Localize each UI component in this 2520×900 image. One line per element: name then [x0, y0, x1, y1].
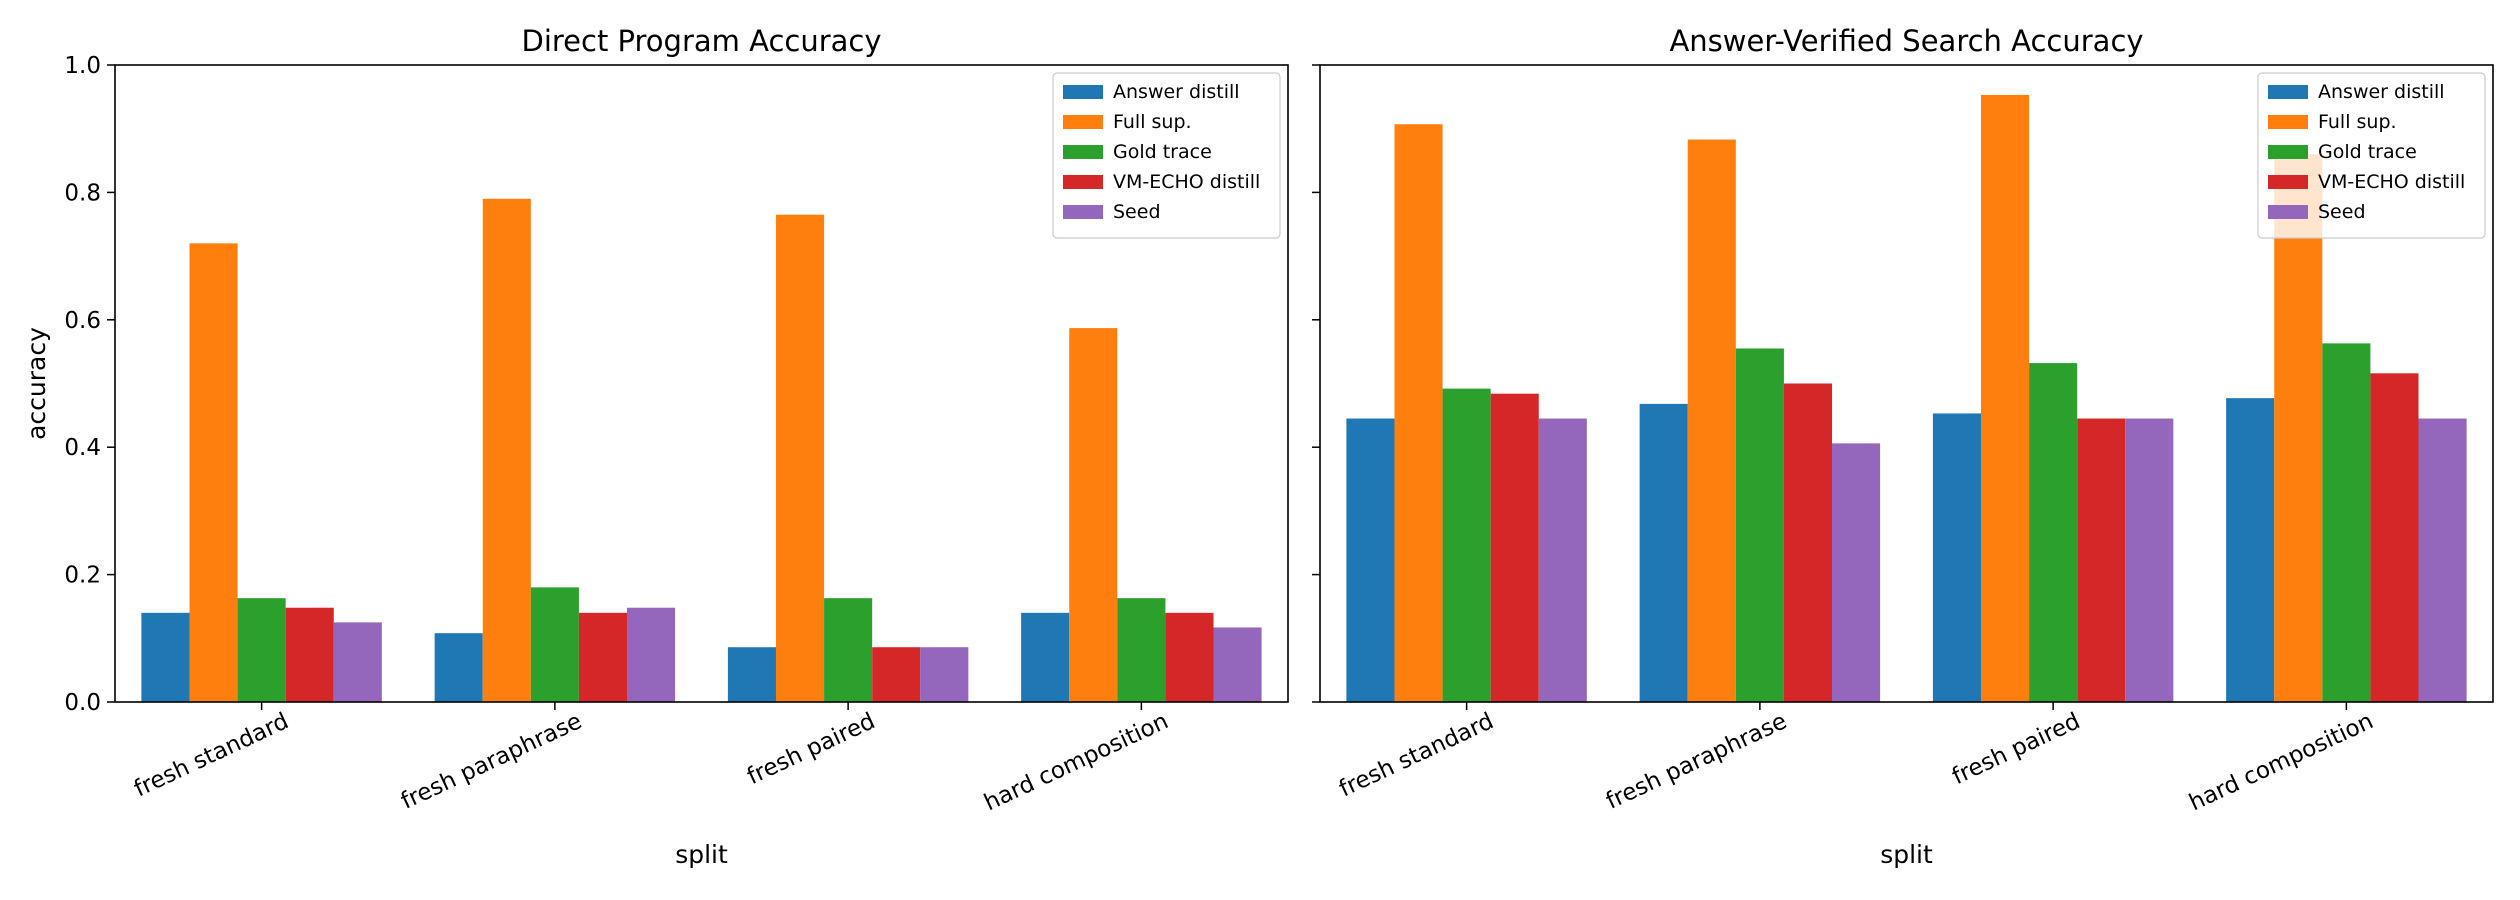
series-vm-echo-distill	[285, 607, 1214, 702]
x-axis-label: split	[675, 840, 728, 869]
legend-swatch	[1063, 115, 1103, 129]
bar	[1639, 403, 1688, 702]
bar	[2226, 398, 2275, 702]
bar	[285, 607, 334, 702]
legend-label: Seed	[2318, 201, 2366, 223]
y-tick-label: 0.8	[64, 180, 101, 206]
bar	[1213, 627, 1262, 702]
legend-label: Full sup.	[1113, 111, 1192, 133]
bar	[1687, 139, 1736, 702]
bar	[2418, 418, 2467, 702]
legend-swatch	[2268, 145, 2308, 159]
legend-swatch	[1063, 85, 1103, 99]
bar	[2370, 373, 2419, 702]
bar	[1442, 388, 1491, 702]
bar	[1783, 383, 1833, 702]
bar	[872, 647, 921, 702]
axes-frame	[114, 64, 1289, 703]
y-axis-label: accuracy	[22, 327, 51, 440]
series-vm-echo-distill	[1490, 373, 2419, 702]
bar	[237, 598, 286, 702]
bar	[1832, 443, 1881, 702]
y-tick-label: 1.0	[64, 53, 101, 79]
bar	[530, 587, 579, 702]
legend-swatch	[2268, 115, 2308, 129]
legend-box	[2257, 72, 2486, 239]
bar	[434, 633, 483, 702]
bar	[1346, 418, 1395, 702]
series-seed	[333, 607, 1262, 703]
bar	[1021, 612, 1070, 702]
y-tick-label: 0.2	[64, 563, 101, 589]
series-answer-distill	[1346, 398, 2275, 702]
legend-swatch	[2268, 175, 2308, 189]
bar	[189, 243, 238, 703]
legend-swatch	[2268, 85, 2308, 99]
legend-label: Gold trace	[1113, 141, 1212, 163]
bar	[775, 214, 825, 702]
bar	[1165, 612, 1214, 702]
bar	[1069, 328, 1118, 702]
legend-swatch	[1063, 145, 1103, 159]
series-seed	[1538, 418, 2467, 702]
chart-title: Answer-Verified Search Accuracy	[1669, 24, 2143, 58]
series-gold-trace	[1442, 343, 2371, 702]
legend-label: VM-ECHO distill	[1113, 171, 1260, 193]
bar	[2077, 418, 2126, 702]
series-answer-distill	[141, 612, 1070, 702]
bar	[627, 607, 676, 702]
y-tick-label: 0.6	[64, 308, 101, 334]
legend-label: Full sup.	[2318, 111, 2397, 133]
bar	[824, 598, 873, 702]
bar	[1735, 348, 1784, 702]
bar	[920, 647, 969, 702]
bar	[2125, 418, 2174, 702]
series-full-sup-	[189, 198, 1118, 703]
bar	[1394, 124, 1443, 703]
bar	[1117, 598, 1166, 702]
legend-label: Seed	[1113, 201, 1161, 223]
legend: Answer distill Full sup. Gold trace VM-ECHO…	[1052, 72, 1281, 239]
legend-label: Answer distill	[2318, 81, 2445, 103]
chart-title: Direct Program Accuracy	[521, 24, 881, 58]
bar	[1932, 413, 1981, 702]
bar	[1980, 94, 2030, 702]
bar	[1538, 418, 1587, 702]
legend: Answer distill Full sup. Gold trace VM-ECHO…	[2257, 72, 2486, 239]
legend-swatch	[2268, 205, 2308, 219]
bar	[2029, 363, 2078, 702]
bar	[2322, 343, 2371, 702]
y-tick-label: 0.4	[64, 435, 101, 461]
axes-frame	[1319, 64, 2494, 703]
series-gold-trace	[237, 587, 1166, 702]
bar	[333, 622, 382, 703]
legend-label: VM-ECHO distill	[2318, 171, 2465, 193]
legend-swatch	[1063, 205, 1103, 219]
legend-box	[1052, 72, 1281, 239]
bar	[1490, 393, 1539, 702]
bar	[482, 198, 531, 702]
y-tick-label: 0.0	[64, 690, 101, 716]
bar	[578, 612, 628, 702]
x-axis-label: split	[1880, 840, 1933, 869]
bar	[141, 612, 190, 702]
chart-answer-verified-search-accuracy: fresh standard fresh paraphrase fresh pair…	[1312, 24, 2494, 869]
legend-label: Answer distill	[1113, 81, 1240, 103]
legend-swatch	[1063, 175, 1103, 189]
bar	[2274, 154, 2323, 702]
bar	[727, 647, 776, 702]
legend-label: Gold trace	[2318, 141, 2417, 163]
series-full-sup-	[1394, 94, 2323, 703]
